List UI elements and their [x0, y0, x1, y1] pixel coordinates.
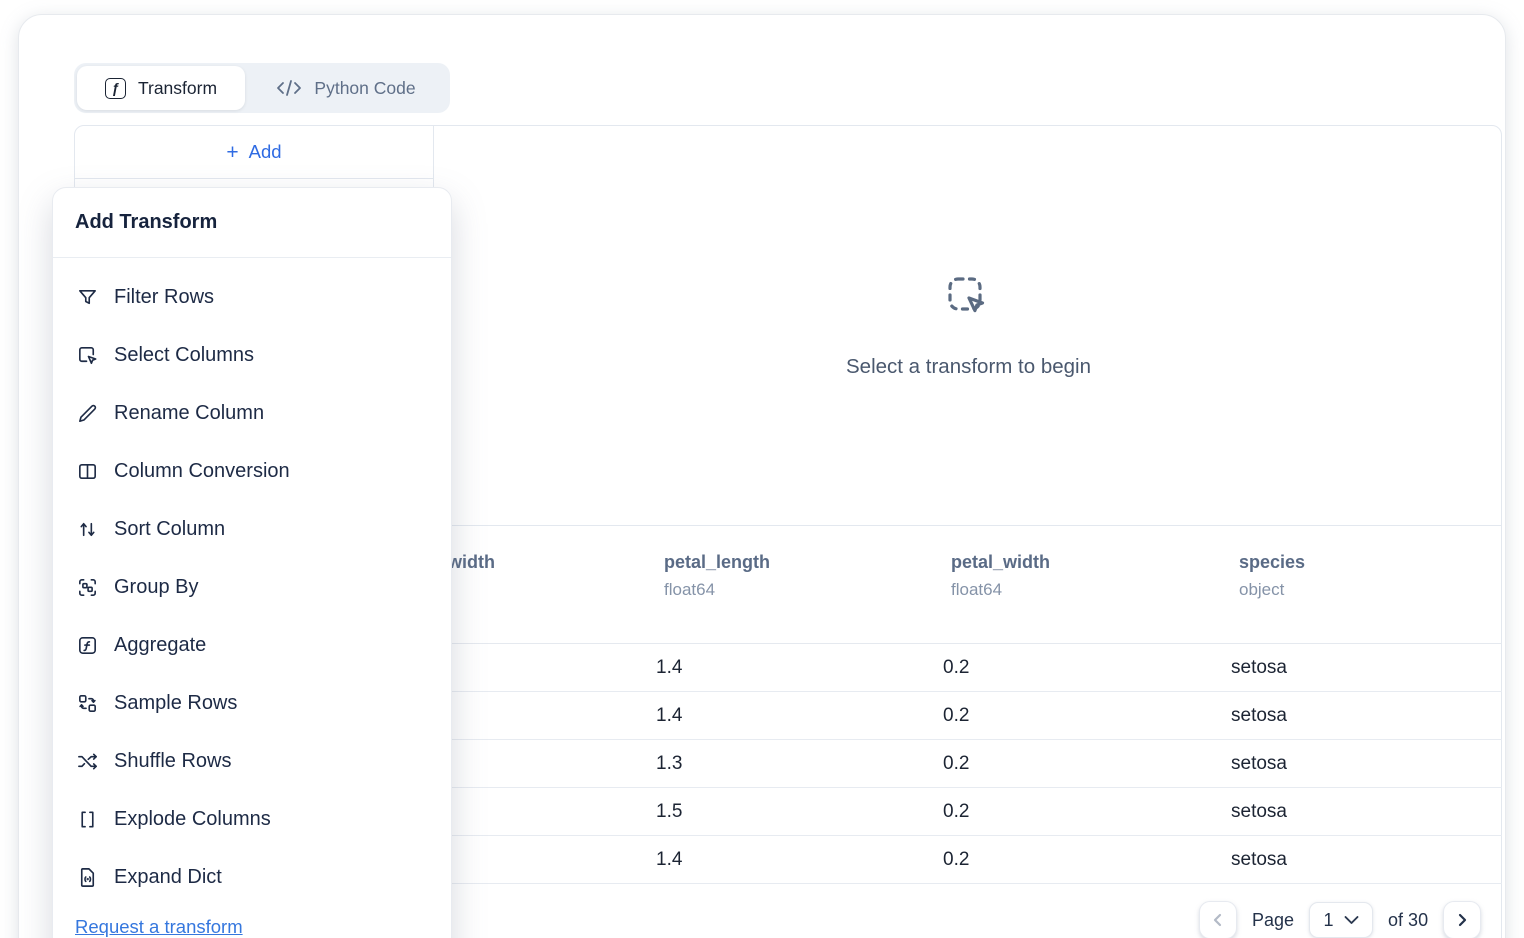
function-icon: ƒ	[104, 77, 126, 99]
table-cell: setosa	[1224, 739, 1502, 788]
aggregate-icon	[75, 633, 99, 657]
add-button-label: Add	[248, 141, 282, 162]
table-cell: setosa	[1224, 643, 1502, 692]
column-dtype: float64	[951, 580, 1003, 599]
column-name: species	[1239, 552, 1306, 572]
table-cell: 1.4	[649, 643, 936, 692]
menu-item-expand-dict[interactable]: Expand Dict	[53, 848, 451, 906]
add-transform-menu: Add Transform Filter Rows Select Columns R…	[52, 187, 452, 938]
pagination-bar: Page 1 of 30	[1199, 901, 1482, 938]
empty-state-message: Select a transform to begin	[846, 355, 1091, 378]
menu-item-explode-columns[interactable]: Explode Columns	[53, 790, 451, 848]
table-cell: 1.3	[649, 739, 936, 788]
page-select-value: 1	[1323, 909, 1334, 930]
tab-python-code[interactable]: Python Code	[245, 66, 447, 110]
table-cell: 0.2	[936, 691, 1224, 740]
column-header-species: species object	[1224, 526, 1502, 644]
menu-item-label: Select Columns	[114, 343, 255, 366]
menu-item-shuffle-rows[interactable]: Shuffle Rows	[53, 732, 451, 790]
menu-item-label: Sample Rows	[114, 691, 238, 714]
request-transform-link[interactable]: Request a transform	[75, 916, 243, 937]
add-transform-menu-list: Filter Rows Select Columns Rename Column Co…	[53, 258, 451, 906]
menu-item-column-conversion[interactable]: Column Conversion	[53, 442, 451, 500]
column-header-petal-length: petal_length float64	[649, 526, 936, 644]
menu-item-label: Expand Dict	[114, 865, 222, 888]
column-dtype: float64	[664, 580, 716, 599]
table-cell: setosa	[1224, 835, 1502, 884]
menu-item-label: Group By	[114, 575, 199, 598]
chevron-left-icon	[1213, 913, 1222, 927]
page-select[interactable]: 1	[1309, 902, 1374, 938]
table-cell: 0.2	[936, 835, 1224, 884]
menu-item-aggregate[interactable]: Aggregate	[53, 616, 451, 674]
explode-columns-icon	[75, 807, 99, 831]
column-header-petal-width: petal_width float64	[936, 526, 1224, 644]
expand-dict-icon	[75, 865, 99, 889]
column-name: petal_length	[664, 552, 771, 572]
select-cursor-icon	[944, 273, 994, 323]
code-icon	[276, 78, 302, 98]
table-cell: setosa	[1224, 787, 1502, 836]
chevron-right-icon	[1458, 913, 1467, 927]
menu-item-sample-rows[interactable]: Sample Rows	[53, 674, 451, 732]
table-cell: 0.2	[936, 739, 1224, 788]
table-cell: 0.2	[936, 787, 1224, 836]
sample-rows-icon	[75, 691, 99, 715]
page-total-label: of 30	[1388, 909, 1429, 930]
add-transform-menu-title: Add Transform	[53, 188, 451, 258]
table-cell: 0.2	[936, 643, 1224, 692]
menu-item-sort-column[interactable]: Sort Column	[53, 500, 451, 558]
menu-item-label: Rename Column	[114, 401, 265, 424]
menu-item-label: Explode Columns	[114, 807, 271, 830]
tab-python-code-label: Python Code	[314, 77, 416, 98]
menu-item-label: Aggregate	[114, 633, 207, 656]
filter-icon	[75, 285, 99, 309]
menu-item-label: Column Conversion	[114, 459, 290, 482]
menu-item-group-by[interactable]: Group By	[53, 558, 451, 616]
pencil-icon	[75, 401, 99, 425]
menu-item-rename-column[interactable]: Rename Column	[53, 384, 451, 442]
column-dtype: object	[1239, 580, 1285, 599]
table-cell: setosa	[1224, 691, 1502, 740]
sort-icon	[75, 517, 99, 541]
select-columns-icon	[75, 343, 99, 367]
prev-page-button[interactable]	[1199, 901, 1237, 938]
shuffle-icon	[75, 749, 99, 773]
table-cell: 1.4	[649, 835, 936, 884]
page-label: Page	[1252, 909, 1295, 930]
empty-state: Select a transform to begin	[434, 126, 1503, 526]
tab-transform-label: Transform	[137, 77, 218, 98]
chevron-down-icon	[1344, 916, 1358, 924]
menu-item-label: Filter Rows	[114, 285, 215, 308]
table-cell: 1.5	[649, 787, 936, 836]
table-row: 1.4 0.2 setosa	[74, 835, 1502, 884]
table-cell: 1.4	[649, 691, 936, 740]
column-name: petal_width	[951, 552, 1051, 572]
menu-item-label: Sort Column	[114, 517, 226, 540]
add-transform-button[interactable]: + Add	[75, 126, 433, 179]
view-tab-bar: ƒ Transform Python Code	[74, 63, 450, 113]
tab-transform[interactable]: ƒ Transform	[77, 66, 245, 110]
column-conversion-icon	[75, 459, 99, 483]
main-card: ƒ Transform Python Code + Add	[18, 14, 1506, 938]
menu-item-filter-rows[interactable]: Filter Rows	[53, 268, 451, 326]
plus-icon: +	[226, 140, 239, 164]
menu-item-label: Shuffle Rows	[114, 749, 232, 772]
next-page-button[interactable]	[1443, 901, 1482, 938]
group-by-icon	[75, 575, 99, 599]
menu-item-select-columns[interactable]: Select Columns	[53, 326, 451, 384]
